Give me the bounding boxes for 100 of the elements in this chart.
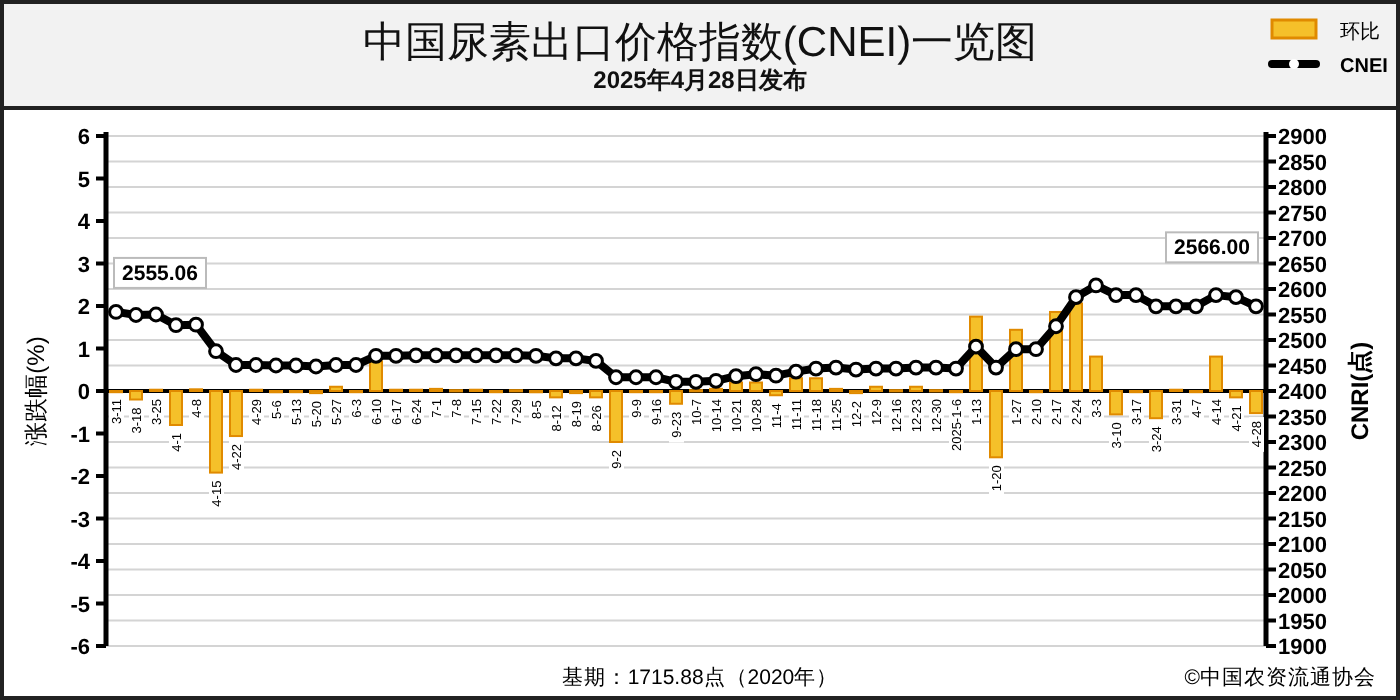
bar bbox=[869, 385, 883, 392]
bar bbox=[329, 385, 343, 392]
y-tick-label: -2 bbox=[70, 466, 90, 490]
point bbox=[828, 359, 844, 376]
point bbox=[1148, 298, 1164, 315]
bar bbox=[609, 390, 623, 443]
data-label: 2566.00 bbox=[1174, 236, 1251, 261]
y2-axis-title: CNRI(点) bbox=[1346, 341, 1374, 441]
point bbox=[148, 306, 164, 323]
bar bbox=[989, 390, 1003, 459]
y2-tick-label: 1950 bbox=[1278, 610, 1327, 635]
point bbox=[248, 357, 264, 373]
y2-tick-label: 2500 bbox=[1278, 330, 1327, 354]
point bbox=[428, 347, 444, 364]
point bbox=[548, 350, 564, 367]
point bbox=[728, 368, 744, 385]
y-tick-label: 0 bbox=[77, 381, 90, 405]
point bbox=[848, 361, 864, 378]
y-tick-label: 3 bbox=[77, 253, 90, 278]
point bbox=[668, 373, 684, 390]
point bbox=[868, 360, 884, 377]
bar bbox=[769, 390, 783, 397]
point bbox=[908, 359, 924, 376]
point bbox=[708, 372, 724, 389]
y-tick-label: 2 bbox=[77, 296, 90, 320]
y-tick-label: -1 bbox=[70, 423, 90, 448]
point bbox=[108, 304, 124, 320]
point bbox=[888, 360, 904, 377]
legend-label: CNEI bbox=[1340, 56, 1389, 78]
y-tick-label: -5 bbox=[70, 593, 90, 618]
point bbox=[808, 360, 824, 377]
y2-tick-label: 2250 bbox=[1278, 457, 1327, 482]
point bbox=[588, 353, 604, 369]
point bbox=[1188, 298, 1204, 315]
point bbox=[128, 307, 144, 323]
bar bbox=[1069, 302, 1083, 392]
y2-tick-label: 2450 bbox=[1278, 355, 1327, 380]
y2-tick-label: 2550 bbox=[1278, 304, 1327, 329]
y-tick-label: 5 bbox=[77, 168, 90, 193]
point bbox=[1048, 318, 1064, 335]
bar bbox=[1209, 355, 1223, 392]
bar bbox=[1249, 390, 1263, 415]
bar bbox=[589, 390, 603, 399]
point bbox=[1208, 287, 1224, 304]
y2-tick-label: 2850 bbox=[1278, 151, 1327, 176]
y-axis-title: 涨跌幅(%) bbox=[22, 336, 50, 446]
point bbox=[308, 358, 324, 375]
point bbox=[228, 357, 244, 373]
point bbox=[168, 317, 184, 334]
point bbox=[608, 369, 624, 386]
point bbox=[788, 363, 804, 380]
chart-subtitle: 2025年4月28日发布 bbox=[593, 66, 807, 94]
bar bbox=[789, 377, 803, 392]
point bbox=[488, 347, 504, 364]
point bbox=[1168, 298, 1184, 315]
y2-tick-label: 2000 bbox=[1278, 585, 1327, 609]
bar bbox=[209, 390, 223, 474]
point bbox=[1088, 277, 1104, 294]
y-tick-label: 4 bbox=[77, 211, 92, 235]
point bbox=[1108, 287, 1124, 304]
point bbox=[448, 347, 464, 364]
point bbox=[1128, 287, 1144, 304]
text: ©中国农资流通协会 bbox=[1184, 664, 1376, 690]
y2-tick-label: 2050 bbox=[1278, 559, 1327, 584]
y2-tick-label: 1900 bbox=[1278, 636, 1327, 660]
point bbox=[748, 366, 764, 383]
legend-label: 环比 bbox=[1340, 20, 1380, 44]
y2-tick-label: 2300 bbox=[1278, 432, 1327, 456]
y2-tick-label: 2800 bbox=[1278, 177, 1327, 201]
point bbox=[1008, 341, 1024, 358]
point bbox=[468, 347, 484, 364]
y2-tick-label: 2100 bbox=[1278, 534, 1327, 558]
point bbox=[368, 347, 384, 364]
point bbox=[188, 316, 204, 333]
y-tick-label: -6 bbox=[70, 636, 90, 660]
y2-tick-label: 2700 bbox=[1278, 228, 1327, 252]
y-tick-label: -4 bbox=[70, 551, 92, 575]
point bbox=[288, 357, 304, 374]
point bbox=[1068, 289, 1084, 306]
y2-tick-label: 2750 bbox=[1278, 202, 1327, 227]
y-tick-label: -3 bbox=[70, 508, 90, 533]
point bbox=[508, 347, 524, 364]
point bbox=[968, 338, 984, 355]
bar bbox=[229, 390, 243, 438]
bar bbox=[1089, 355, 1103, 392]
bar bbox=[809, 377, 823, 392]
point bbox=[768, 367, 784, 384]
bar bbox=[369, 360, 383, 392]
y-tick-label: 1 bbox=[77, 338, 90, 363]
chart-title: 中国尿素出口价格指数(CNEI)一览图 bbox=[362, 20, 1038, 66]
point bbox=[1028, 341, 1044, 358]
y2-tick-label: 2350 bbox=[1278, 406, 1327, 431]
y2-tick-label: 2200 bbox=[1278, 483, 1327, 507]
bar bbox=[909, 385, 923, 392]
point bbox=[1248, 298, 1264, 315]
bar bbox=[129, 390, 143, 401]
data-label: 2555.06 bbox=[122, 261, 199, 286]
text: 基期：1715.88点（2020年） bbox=[561, 664, 839, 690]
point bbox=[928, 359, 944, 376]
point bbox=[328, 357, 344, 373]
